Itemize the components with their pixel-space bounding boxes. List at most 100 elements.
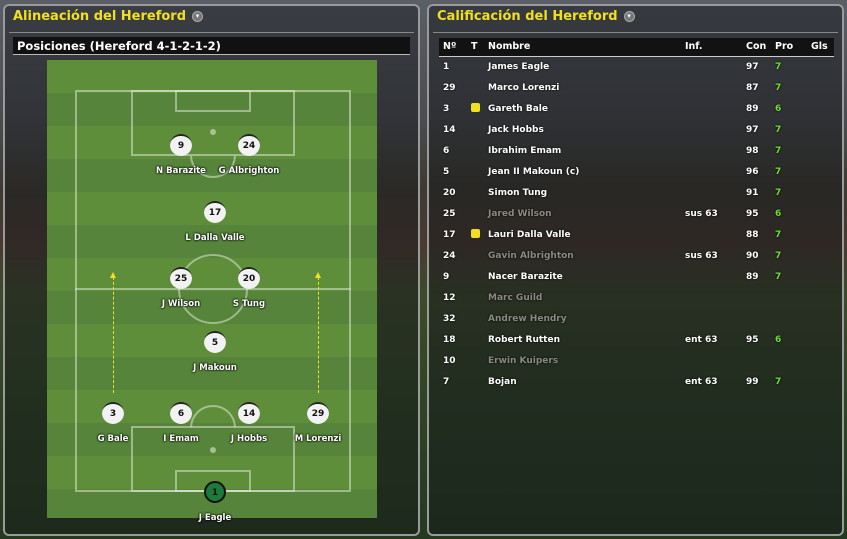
cell-number: 24	[443, 250, 456, 261]
divider	[433, 32, 838, 33]
player-marker[interactable]: 24	[238, 134, 260, 156]
cell-condition	[742, 350, 771, 371]
table-row[interactable]: 6 Ibrahim Emam 98 7	[439, 140, 834, 161]
cell-name: Marc Guild	[488, 292, 543, 303]
cell-condition	[742, 308, 771, 329]
player-marker[interactable]: 17	[204, 201, 226, 223]
table-row[interactable]: 10 Erwin Kuipers	[439, 350, 834, 371]
cell-card	[467, 161, 484, 182]
cell-condition: 87	[746, 82, 759, 93]
cell-condition: 99	[746, 376, 759, 387]
run-arrow-right	[315, 272, 321, 393]
bottom-penalty-spot	[210, 447, 216, 453]
column-header[interactable]: Con	[742, 38, 771, 57]
cell-condition: 88	[746, 229, 759, 240]
player-name-label: N Barazite	[156, 166, 206, 176]
player-marker[interactable]: 1	[204, 481, 226, 503]
column-header[interactable]: Nombre	[484, 38, 681, 57]
cell-goals	[807, 245, 834, 266]
table-row[interactable]: 12 Marc Guild	[439, 287, 834, 308]
cell-card	[467, 287, 484, 308]
table-row[interactable]: 14 Jack Hobbs 97 7	[439, 119, 834, 140]
cell-rating: 7	[775, 61, 782, 72]
player-marker[interactable]: 29	[307, 402, 329, 424]
cell-number: 14	[443, 124, 456, 135]
cell-name: Lauri Dalla Valle	[488, 229, 571, 240]
dropdown-icon[interactable]: ▾	[623, 11, 635, 22]
cell-condition: 89	[746, 103, 759, 114]
cell-rating: 6	[775, 103, 782, 114]
cell-name: Ibrahim Emam	[488, 145, 562, 156]
cell-info: ent 63	[685, 334, 718, 345]
cell-goals	[807, 308, 834, 329]
cell-info	[681, 182, 742, 203]
divider	[9, 32, 414, 33]
table-row[interactable]: 24 Gavin Albrighton sus 63 90 7	[439, 245, 834, 266]
cell-goals	[807, 350, 834, 371]
table-row[interactable]: 5 Jean II Makoun (c) 96 7	[439, 161, 834, 182]
table-row[interactable]: 20 Simon Tung 91 7	[439, 182, 834, 203]
player-marker[interactable]: 20	[238, 267, 260, 289]
table-row[interactable]: 32 Andrew Hendry	[439, 308, 834, 329]
cell-number: 29	[443, 82, 456, 93]
cell-number: 3	[443, 103, 450, 114]
player-marker[interactable]: 6	[170, 402, 192, 424]
cell-number: 32	[443, 313, 456, 324]
player-name-label: G Bale	[97, 434, 129, 444]
table-row[interactable]: 7 Bojan ent 63 99 7	[439, 371, 834, 392]
cell-rating: 7	[775, 250, 782, 261]
cell-rating: 7	[775, 187, 782, 198]
cell-info	[681, 287, 742, 308]
column-header[interactable]: Pro	[771, 38, 807, 57]
player-marker[interactable]: 9	[170, 134, 192, 156]
cell-goals	[807, 161, 834, 182]
cell-card	[467, 308, 484, 329]
column-header[interactable]: T	[467, 38, 484, 57]
table-row[interactable]: 25 Jared Wilson sus 63 95 6	[439, 203, 834, 224]
cell-info	[681, 266, 742, 287]
yellow-card-icon	[471, 228, 480, 238]
table-row[interactable]: 3 Gareth Bale 89 6	[439, 98, 834, 119]
table-row[interactable]: 9 Nacer Barazite 89 7	[439, 266, 834, 287]
cell-condition: 97	[746, 124, 759, 135]
cell-number: 25	[443, 208, 456, 219]
formation-header: Posiciones (Hereford 4-1-2-1-2)	[13, 37, 410, 55]
cell-card	[467, 266, 484, 287]
lineup-title: Alineación del Hereford ▾	[13, 9, 204, 24]
cell-card	[467, 140, 484, 161]
cell-condition: 89	[746, 271, 759, 282]
cell-name: Gareth Bale	[488, 103, 548, 114]
dropdown-icon[interactable]: ▾	[192, 11, 204, 22]
cell-goals	[807, 287, 834, 308]
table-row[interactable]: 1 James Eagle 97 7	[439, 56, 834, 77]
player-marker[interactable]: 5	[204, 331, 226, 353]
cell-goals	[807, 77, 834, 98]
column-header[interactable]: Nº	[439, 38, 467, 57]
table-row[interactable]: 18 Robert Rutten ent 63 95 6	[439, 329, 834, 350]
player-name-label: S Tung	[232, 299, 266, 309]
column-header[interactable]: Gls	[807, 38, 834, 57]
table-row[interactable]: 17 Lauri Dalla Valle 88 7	[439, 224, 834, 245]
cell-number: 10	[443, 355, 456, 366]
ratings-title: Calificación del Hereford ▾	[437, 9, 635, 24]
cell-rating: 7	[775, 145, 782, 156]
cell-number: 6	[443, 145, 450, 156]
cell-name: Gavin Albrighton	[488, 250, 574, 261]
player-marker[interactable]: 14	[238, 402, 260, 424]
cell-rating: 6	[775, 208, 782, 219]
cell-info	[681, 98, 742, 119]
player-marker[interactable]: 3	[102, 402, 124, 424]
table-row[interactable]: 29 Marco Lorenzi 87 7	[439, 77, 834, 98]
ratings-table: Nº T Nombre Inf. Con Pro Gls 1 James Eagle 97 7 29…	[439, 38, 834, 392]
cell-number: 12	[443, 292, 456, 303]
cell-card	[467, 245, 484, 266]
cell-number: 1	[443, 61, 450, 72]
cell-name: Marco Lorenzi	[488, 82, 560, 93]
cell-condition: 95	[746, 208, 759, 219]
player-marker[interactable]: 25	[170, 267, 192, 289]
player-name-label: G Albrighton	[218, 166, 280, 176]
cell-number: 20	[443, 187, 456, 198]
column-header[interactable]: Inf.	[681, 38, 742, 57]
cell-rating	[771, 350, 807, 371]
cell-name: Jared Wilson	[488, 208, 552, 219]
